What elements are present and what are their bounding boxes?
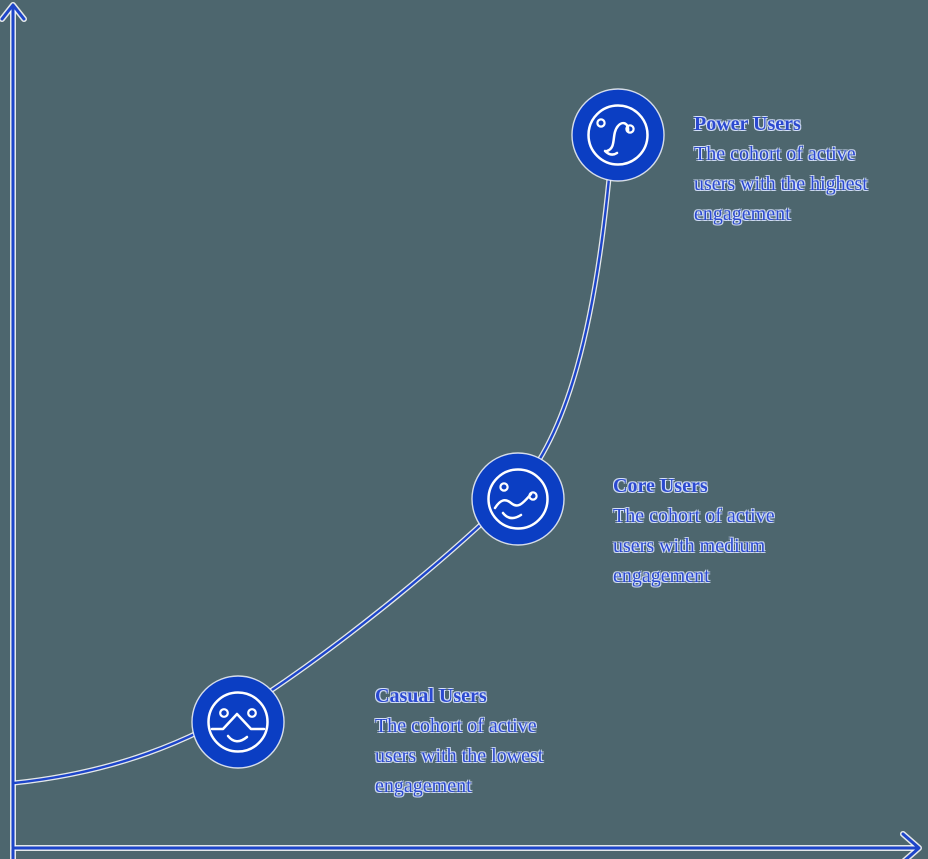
cohort-desc-line: users with the lowest xyxy=(375,745,544,767)
power-user-face-icon xyxy=(571,88,665,182)
casual-users-label: Casual Users The cohort of active users … xyxy=(375,681,543,801)
cohort-title: Core Users xyxy=(613,475,708,497)
cohort-title: Casual Users xyxy=(375,685,487,707)
cohort-desc-line: The cohort of active xyxy=(694,143,856,165)
cohort-desc-line: The cohort of active xyxy=(613,505,775,527)
right-arrow-axis-icon xyxy=(901,832,921,859)
cohort-desc-line: engagement xyxy=(375,775,472,797)
growth-curve xyxy=(12,130,615,785)
cohort-desc-line: engagement xyxy=(694,203,791,225)
core-users-label: Core Users The cohort of active users wi… xyxy=(613,471,775,591)
up-arrow-axis-icon xyxy=(0,3,26,21)
power-users-label: Power Users The cohort of active users w… xyxy=(694,109,868,229)
cohort-desc-line: The cohort of active xyxy=(375,715,537,737)
cohort-desc-line: engagement xyxy=(613,565,710,587)
cohort-desc-line: users with medium xyxy=(613,535,766,557)
casual-user-face-icon xyxy=(191,675,285,769)
cohort-title: Power Users xyxy=(694,113,801,135)
cohort-desc-line: users with the highest xyxy=(694,173,868,195)
core-user-face-icon xyxy=(471,452,565,546)
